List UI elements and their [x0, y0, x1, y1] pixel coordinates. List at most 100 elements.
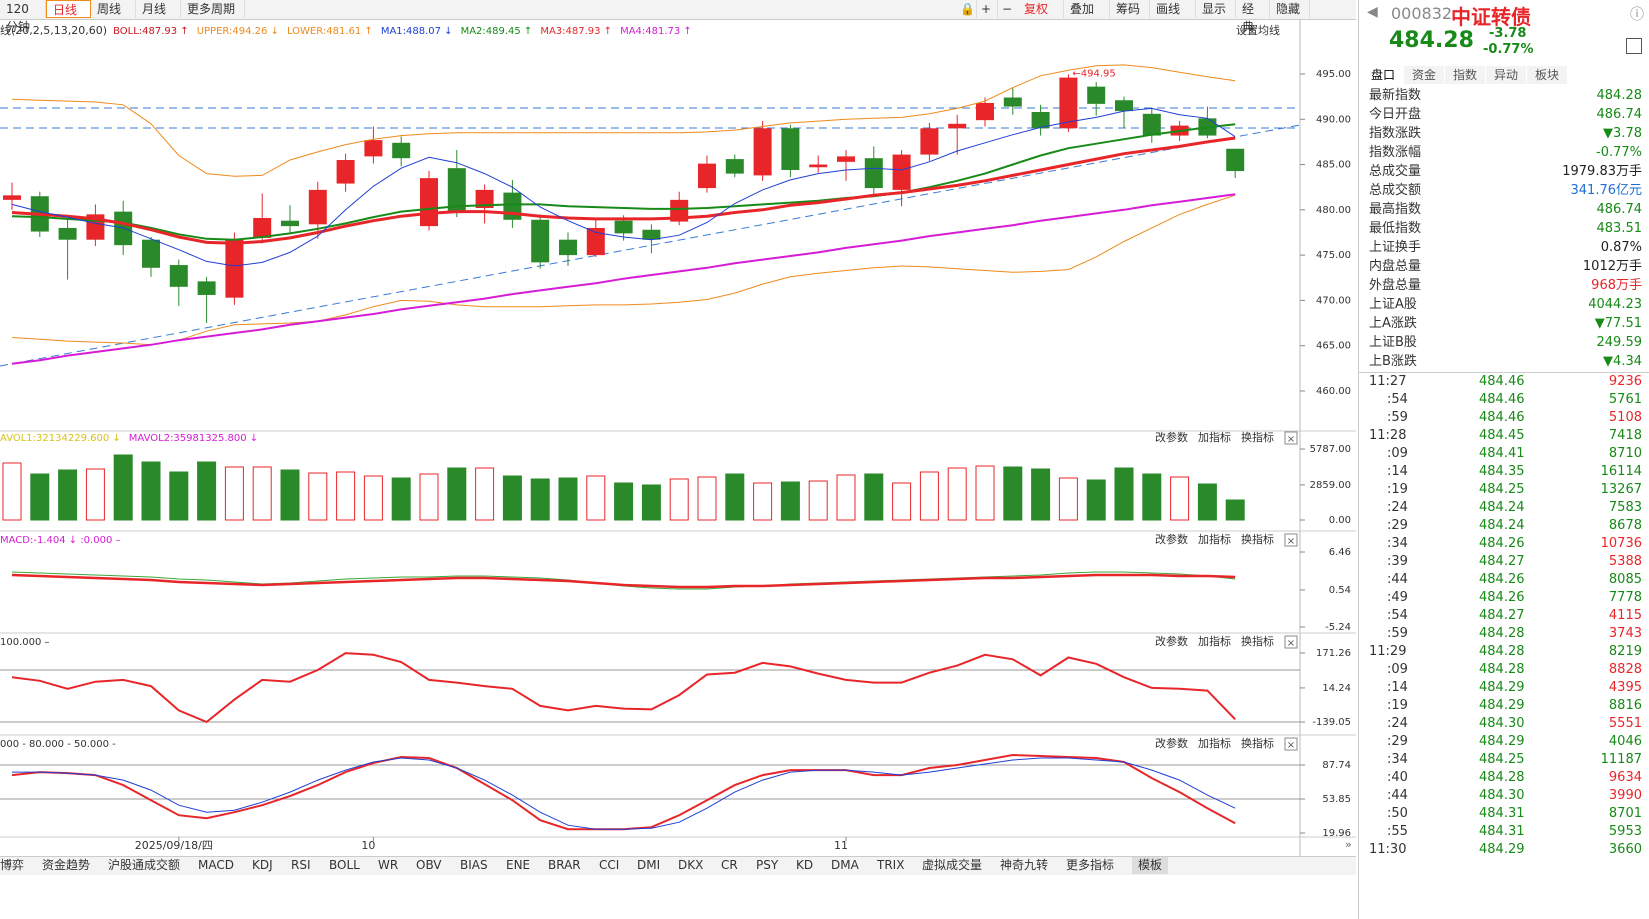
indicator-tab[interactable]: 博弈 [0, 858, 25, 872]
indicator-tab[interactable]: CCI [599, 858, 620, 872]
indicator-tab[interactable]: 虚拟成交量 [922, 858, 983, 872]
volume-bar [447, 467, 467, 521]
candle-body [948, 123, 967, 129]
tool-icon[interactable]: 🔒 [956, 0, 977, 18]
side-tab[interactable]: 板块 [1527, 66, 1567, 84]
indicator-tab[interactable]: TRIX [877, 858, 905, 872]
tick-price: 484.31 [1479, 824, 1525, 839]
side-tab[interactable]: 资金 [1404, 66, 1444, 84]
tick-time: :55 [1387, 824, 1408, 839]
panel-button[interactable]: 改参数 [1155, 736, 1188, 750]
tick-volume: 8816 [1608, 698, 1642, 713]
indicator-tab[interactable]: BOLL [329, 858, 360, 872]
indicator-tab[interactable]: BRAR [548, 858, 581, 872]
volume-bar [919, 471, 939, 521]
quote-value: -0.77% [1596, 145, 1642, 160]
indicator-tab[interactable]: PSY [756, 858, 779, 872]
indicator-tab[interactable]: CR [721, 858, 738, 872]
tick-row: :29 484.24 8678 [1367, 517, 1642, 535]
period-tab[interactable]: 日线 [46, 0, 91, 18]
close-box[interactable] [1284, 635, 1298, 649]
tick-price: 484.31 [1479, 806, 1525, 821]
volume-bar [697, 476, 717, 521]
y-tick-label: 5787.00 [1310, 444, 1351, 455]
panel-button[interactable]: 改参数 [1155, 430, 1188, 444]
indicator-tab[interactable]: BIAS [460, 858, 488, 872]
indicator-tab[interactable]: DMI [637, 858, 661, 872]
indicator-tab[interactable]: 更多指标 [1066, 858, 1115, 872]
volume-bar [1003, 466, 1023, 521]
tick-price: 484.46 [1479, 410, 1525, 425]
toolbar-button[interactable]: 复权 [1018, 0, 1064, 18]
indicator-tab[interactable]: KDJ [252, 858, 273, 872]
toolbar-button[interactable]: 显示 [1196, 0, 1236, 18]
settings-button[interactable]: 设置均线 [1236, 23, 1280, 37]
period-tab[interactable]: 120分钟 [0, 0, 46, 34]
tick-price: 484.46 [1479, 374, 1525, 389]
tick-row: :59 484.28 3743 [1367, 625, 1642, 643]
candle-body [586, 227, 605, 256]
tick-time: :24 [1387, 716, 1408, 731]
volume-bar [58, 469, 78, 521]
tick-time: 11:30 [1369, 842, 1407, 857]
indicator-tab[interactable]: 沪股通成交额 [108, 858, 181, 872]
tick-row: :50 484.31 8701 [1367, 805, 1642, 823]
toolbar-button[interactable]: 隐藏 [1270, 0, 1310, 18]
panel-button[interactable]: 换指标 [1241, 430, 1274, 444]
indicator-tab[interactable]: OBV [416, 858, 442, 872]
indicator-tab[interactable]: RSI [291, 858, 311, 872]
volume-bar [808, 480, 828, 521]
y-tick-label: 6.46 [1329, 547, 1351, 558]
close-box[interactable] [1284, 737, 1298, 751]
toolbar-button[interactable]: 叠加 [1064, 0, 1110, 18]
indicator-tab[interactable]: 资金趋势 [42, 858, 91, 872]
indicator-label: MAVOL2:35981325.800 ↓ [129, 433, 258, 444]
period-tab[interactable]: 更多周期 [181, 0, 245, 18]
toolbar-button[interactable]: 经典 [1236, 0, 1270, 34]
volume-bar [224, 466, 244, 521]
panel-button[interactable]: 改参数 [1155, 532, 1188, 546]
panel-button[interactable]: 换指标 [1241, 532, 1274, 546]
indicator-tab[interactable]: 模板 [1132, 857, 1169, 874]
tick-row: :44 484.30 3990 [1367, 787, 1642, 805]
side-tab[interactable]: 指数 [1445, 66, 1485, 84]
tick-row: 11:29 484.28 8219 [1367, 643, 1642, 661]
candle-body [976, 102, 994, 121]
indicator-tab[interactable]: KD [796, 858, 814, 872]
panel-button[interactable]: 加指标 [1198, 532, 1231, 546]
period-tab[interactable]: 月线 [136, 0, 181, 18]
tick-price: 484.27 [1479, 608, 1525, 623]
toolbar-button[interactable]: 筹码 [1110, 0, 1150, 18]
minimize-button[interactable] [1626, 38, 1642, 54]
quote-label: 今日开盘 [1369, 107, 1422, 122]
volume-bar [308, 472, 328, 521]
tool-icon[interactable]: + [977, 0, 998, 18]
close-box[interactable] [1284, 431, 1298, 445]
indicator-tab[interactable]: 神奇九转 [1000, 858, 1049, 872]
volume-bar [1197, 483, 1217, 521]
tick-time: :49 [1387, 590, 1408, 605]
side-tab[interactable]: 盘口 [1363, 66, 1403, 84]
y-tick-label: 490.00 [1316, 114, 1351, 125]
volume-bar [1142, 473, 1162, 521]
toolbar-button[interactable]: 画线 [1150, 0, 1196, 18]
indicator-tab[interactable]: DKX [678, 858, 704, 872]
panel-button[interactable]: 改参数 [1155, 634, 1188, 648]
panel-button[interactable]: 换指标 [1241, 634, 1274, 648]
indicator-tab[interactable]: ENE [506, 858, 531, 872]
indicator-tab[interactable]: DMA [831, 858, 859, 872]
close-box[interactable] [1284, 533, 1298, 547]
y-tick-label: 2859.00 [1310, 480, 1351, 491]
tool-icon[interactable]: − [998, 0, 1019, 18]
panel-button[interactable]: 加指标 [1198, 430, 1231, 444]
indicator-label: AVOL1:32134229.600 ↓ [0, 433, 121, 444]
indicator-label: BOLL:487.93 ↑ [113, 26, 189, 37]
period-tab[interactable]: 周线 [91, 0, 136, 18]
indicator-tab[interactable]: MACD [198, 858, 234, 872]
side-tab[interactable]: 异动 [1486, 66, 1526, 84]
panel-button[interactable]: 换指标 [1241, 736, 1274, 750]
panel-button[interactable]: 加指标 [1198, 634, 1231, 648]
indicator-tab[interactable]: WR [378, 858, 399, 872]
scroll-arrow[interactable]: » [1345, 838, 1352, 851]
panel-button[interactable]: 加指标 [1198, 736, 1231, 750]
